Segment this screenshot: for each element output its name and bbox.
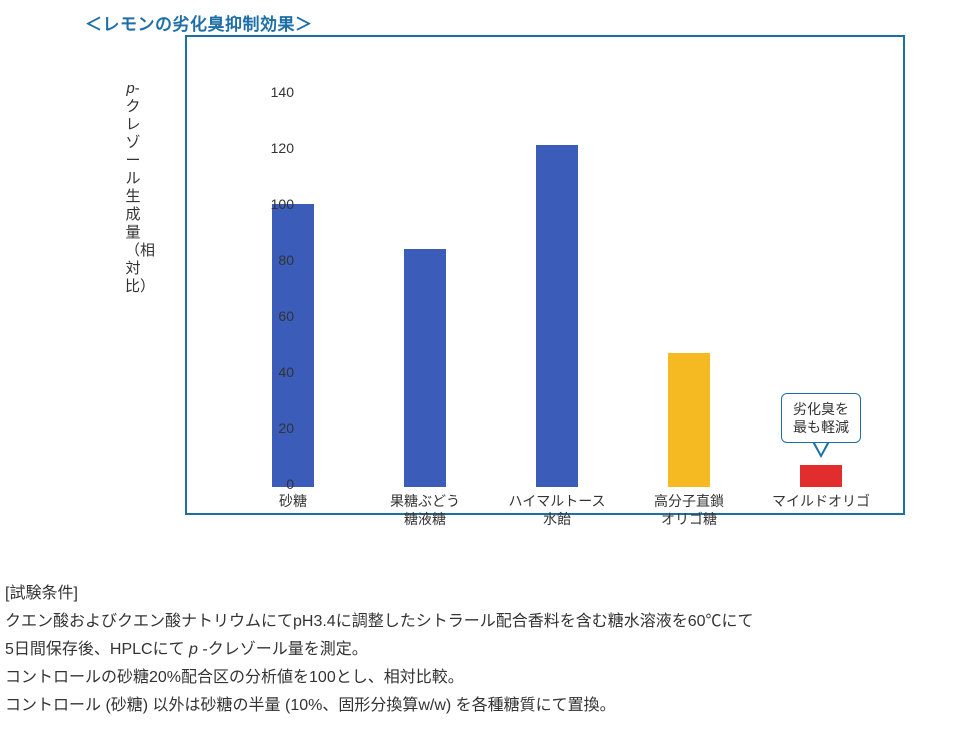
xlabel-2: ハイマルトース水飴: [491, 492, 623, 528]
bar-4: [800, 465, 842, 487]
ytick-40: 40: [254, 364, 294, 380]
y-axis-label-italic: p: [126, 80, 134, 97]
ytick-0: 0: [254, 476, 294, 492]
ytick-60: 60: [254, 308, 294, 324]
xlabel-4: マイルドオリゴ: [755, 492, 887, 510]
notes-line4: コントロール (砂糖) 以外は砂糖の半量 (10%、固形分換算w/w) を各種糖…: [5, 692, 973, 720]
ytick-140: 140: [254, 84, 294, 100]
chart-area: 砂糖果糖ぶどう糖液糖ハイマルトース水飴高分子直鎖オリゴ糖マイルドオリゴ 劣化臭を…: [185, 35, 905, 515]
xlabel-0: 砂糖: [227, 492, 359, 510]
notes-line1: クエン酸およびクエン酸ナトリウムにてpH3.4に調整したシトラール配合香料を含む…: [5, 608, 973, 636]
y-axis-label: p‐クレゾール生成量（相対比）: [125, 80, 141, 296]
notes-heading: [試験条件]: [5, 580, 973, 608]
bar-1: [404, 249, 446, 487]
ytick-20: 20: [254, 420, 294, 436]
callout-bubble: 劣化臭を最も軽減: [781, 393, 861, 443]
bar-3: [668, 353, 710, 487]
y-axis-label-rest: ‐クレゾール生成量（相対比）: [125, 80, 155, 295]
chart-title: ＜レモンの劣化臭抑制効果＞: [85, 10, 313, 35]
ytick-100: 100: [254, 196, 294, 212]
notes-line3: コントロールの砂糖20%配合区の分析値を100とし、相対比較。: [5, 664, 973, 692]
test-conditions: [試験条件] クエン酸およびクエン酸ナトリウムにてpH3.4に調整したシトラール…: [5, 580, 973, 720]
bar-0: [272, 204, 314, 487]
xlabel-3: 高分子直鎖オリゴ糖: [623, 492, 755, 528]
notes-line2: 5日間保存後、HPLCにて p -クレゾール量を測定。: [5, 636, 973, 664]
ytick-120: 120: [254, 140, 294, 156]
bar-2: [536, 145, 578, 487]
ytick-80: 80: [254, 252, 294, 268]
xlabel-1: 果糖ぶどう糖液糖: [359, 492, 491, 528]
